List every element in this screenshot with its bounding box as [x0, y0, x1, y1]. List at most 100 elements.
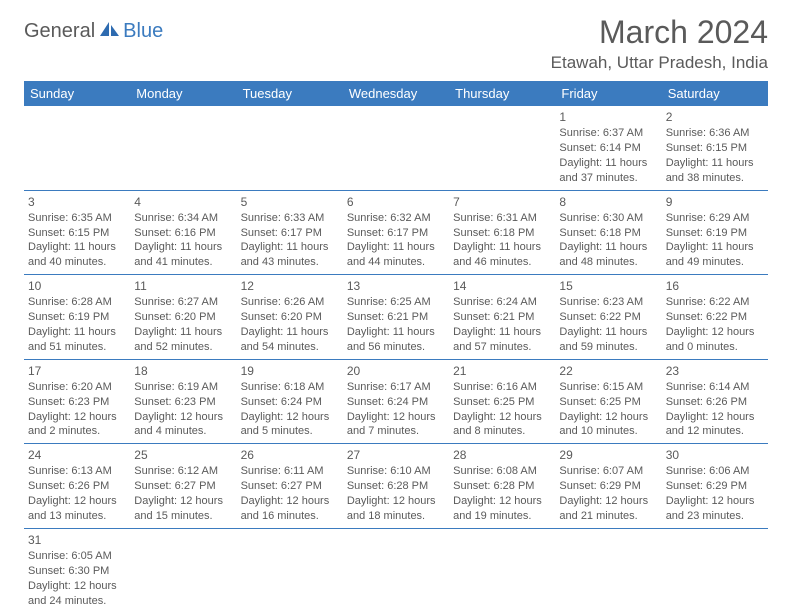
day-number: 22 [559, 363, 657, 379]
calendar-day-cell: 26Sunrise: 6:11 AMSunset: 6:27 PMDayligh… [237, 444, 343, 529]
daylight-line: Daylight: 12 hours and 15 minutes. [134, 494, 232, 524]
sunset-line: Sunset: 6:22 PM [559, 310, 657, 325]
daylight-line: Daylight: 11 hours and 56 minutes. [347, 325, 445, 355]
daylight-line: Daylight: 12 hours and 0 minutes. [666, 325, 764, 355]
sunset-line: Sunset: 6:25 PM [559, 395, 657, 410]
sunset-line: Sunset: 6:25 PM [453, 395, 551, 410]
weekday-header: Sunday [24, 81, 130, 106]
day-number: 11 [134, 278, 232, 294]
calendar-day-cell: 9Sunrise: 6:29 AMSunset: 6:19 PMDaylight… [662, 190, 768, 275]
sunset-line: Sunset: 6:15 PM [666, 141, 764, 156]
daylight-line: Daylight: 12 hours and 5 minutes. [241, 410, 339, 440]
logo-text-general: General [24, 20, 95, 43]
empty-cell [237, 528, 343, 612]
day-number: 24 [28, 447, 126, 463]
sunset-line: Sunset: 6:26 PM [28, 479, 126, 494]
daylight-line: Daylight: 11 hours and 40 minutes. [28, 240, 126, 270]
location: Etawah, Uttar Pradesh, India [551, 53, 768, 73]
sunset-line: Sunset: 6:16 PM [134, 226, 232, 241]
sunset-line: Sunset: 6:19 PM [666, 226, 764, 241]
sunset-line: Sunset: 6:17 PM [241, 226, 339, 241]
weekday-header: Tuesday [237, 81, 343, 106]
sunset-line: Sunset: 6:17 PM [347, 226, 445, 241]
calendar-table: SundayMondayTuesdayWednesdayThursdayFrid… [24, 81, 768, 612]
calendar-day-cell: 2Sunrise: 6:36 AMSunset: 6:15 PMDaylight… [662, 106, 768, 190]
daylight-line: Daylight: 12 hours and 2 minutes. [28, 410, 126, 440]
sunrise-line: Sunrise: 6:28 AM [28, 295, 126, 310]
calendar-body: 1Sunrise: 6:37 AMSunset: 6:14 PMDaylight… [24, 106, 768, 612]
daylight-line: Daylight: 12 hours and 24 minutes. [28, 579, 126, 609]
daylight-line: Daylight: 11 hours and 49 minutes. [666, 240, 764, 270]
calendar-day-cell: 27Sunrise: 6:10 AMSunset: 6:28 PMDayligh… [343, 444, 449, 529]
day-number: 16 [666, 278, 764, 294]
daylight-line: Daylight: 12 hours and 18 minutes. [347, 494, 445, 524]
day-number: 30 [666, 447, 764, 463]
day-number: 26 [241, 447, 339, 463]
sunrise-line: Sunrise: 6:20 AM [28, 380, 126, 395]
calendar-day-cell: 3Sunrise: 6:35 AMSunset: 6:15 PMDaylight… [24, 190, 130, 275]
day-number: 20 [347, 363, 445, 379]
calendar-week-row: 1Sunrise: 6:37 AMSunset: 6:14 PMDaylight… [24, 106, 768, 190]
day-number: 25 [134, 447, 232, 463]
day-number: 3 [28, 194, 126, 210]
empty-cell [449, 528, 555, 612]
day-number: 1 [559, 109, 657, 125]
sunrise-line: Sunrise: 6:11 AM [241, 464, 339, 479]
empty-cell [130, 528, 236, 612]
calendar-day-cell: 11Sunrise: 6:27 AMSunset: 6:20 PMDayligh… [130, 275, 236, 360]
sunset-line: Sunset: 6:27 PM [134, 479, 232, 494]
sunrise-line: Sunrise: 6:13 AM [28, 464, 126, 479]
calendar-week-row: 31Sunrise: 6:05 AMSunset: 6:30 PMDayligh… [24, 528, 768, 612]
empty-cell [555, 528, 661, 612]
calendar-day-cell: 19Sunrise: 6:18 AMSunset: 6:24 PMDayligh… [237, 359, 343, 444]
calendar-day-cell: 5Sunrise: 6:33 AMSunset: 6:17 PMDaylight… [237, 190, 343, 275]
weekday-header: Thursday [449, 81, 555, 106]
daylight-line: Daylight: 12 hours and 23 minutes. [666, 494, 764, 524]
sunset-line: Sunset: 6:24 PM [241, 395, 339, 410]
empty-cell [343, 528, 449, 612]
sunset-line: Sunset: 6:30 PM [28, 564, 126, 579]
daylight-line: Daylight: 11 hours and 48 minutes. [559, 240, 657, 270]
day-number: 19 [241, 363, 339, 379]
sunrise-line: Sunrise: 6:30 AM [559, 211, 657, 226]
calendar-day-cell: 28Sunrise: 6:08 AMSunset: 6:28 PMDayligh… [449, 444, 555, 529]
sunset-line: Sunset: 6:21 PM [347, 310, 445, 325]
daylight-line: Daylight: 11 hours and 57 minutes. [453, 325, 551, 355]
sunrise-line: Sunrise: 6:26 AM [241, 295, 339, 310]
sunrise-line: Sunrise: 6:22 AM [666, 295, 764, 310]
sunrise-line: Sunrise: 6:08 AM [453, 464, 551, 479]
calendar-day-cell: 25Sunrise: 6:12 AMSunset: 6:27 PMDayligh… [130, 444, 236, 529]
day-number: 8 [559, 194, 657, 210]
calendar-day-cell: 4Sunrise: 6:34 AMSunset: 6:16 PMDaylight… [130, 190, 236, 275]
daylight-line: Daylight: 12 hours and 12 minutes. [666, 410, 764, 440]
sunset-line: Sunset: 6:27 PM [241, 479, 339, 494]
calendar-day-cell: 21Sunrise: 6:16 AMSunset: 6:25 PMDayligh… [449, 359, 555, 444]
sunrise-line: Sunrise: 6:15 AM [559, 380, 657, 395]
sunrise-line: Sunrise: 6:18 AM [241, 380, 339, 395]
daylight-line: Daylight: 11 hours and 41 minutes. [134, 240, 232, 270]
daylight-line: Daylight: 11 hours and 54 minutes. [241, 325, 339, 355]
daylight-line: Daylight: 12 hours and 13 minutes. [28, 494, 126, 524]
sunset-line: Sunset: 6:26 PM [666, 395, 764, 410]
sunset-line: Sunset: 6:22 PM [666, 310, 764, 325]
day-number: 23 [666, 363, 764, 379]
day-number: 15 [559, 278, 657, 294]
day-number: 2 [666, 109, 764, 125]
calendar-day-cell: 10Sunrise: 6:28 AMSunset: 6:19 PMDayligh… [24, 275, 130, 360]
empty-cell [130, 106, 236, 190]
empty-cell [24, 106, 130, 190]
sunrise-line: Sunrise: 6:34 AM [134, 211, 232, 226]
weekday-header: Saturday [662, 81, 768, 106]
day-number: 29 [559, 447, 657, 463]
empty-cell [449, 106, 555, 190]
sunset-line: Sunset: 6:19 PM [28, 310, 126, 325]
logo: General Blue [24, 20, 163, 43]
calendar-day-cell: 30Sunrise: 6:06 AMSunset: 6:29 PMDayligh… [662, 444, 768, 529]
sunrise-line: Sunrise: 6:14 AM [666, 380, 764, 395]
sunrise-line: Sunrise: 6:12 AM [134, 464, 232, 479]
month-title: March 2024 [551, 14, 768, 51]
day-number: 5 [241, 194, 339, 210]
daylight-line: Daylight: 12 hours and 19 minutes. [453, 494, 551, 524]
daylight-line: Daylight: 11 hours and 51 minutes. [28, 325, 126, 355]
title-block: March 2024 Etawah, Uttar Pradesh, India [551, 14, 768, 73]
